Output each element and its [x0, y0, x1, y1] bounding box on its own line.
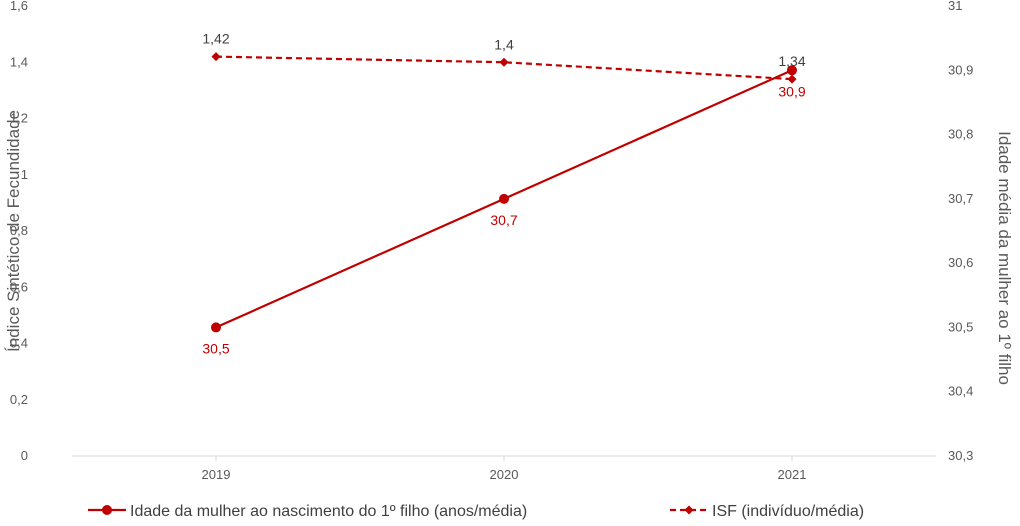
- y-right-axis-title: Idade média da mulher ao 1º filho: [995, 131, 1014, 385]
- y-right-tick-label: 30,3: [948, 448, 973, 463]
- x-tick-label: 2019: [202, 467, 231, 482]
- y-right-tick-label: 30,8: [948, 127, 973, 142]
- y-right-tick-label: 30,7: [948, 191, 973, 206]
- data-labels: 30,5 30,7 30,9 1,42 1,4 1,34: [202, 31, 805, 357]
- data-point-circle: [102, 505, 112, 515]
- y-right-tick-label: 30,4: [948, 384, 973, 399]
- y-left-tick-label: 0,8: [10, 223, 28, 238]
- data-point-circle: [499, 193, 509, 204]
- data-point-circle: [211, 322, 221, 333]
- y-right-tick-label: 30,9: [948, 62, 973, 77]
- y-right-tick-label: 31: [948, 0, 962, 13]
- data-point-diamond: [684, 505, 694, 515]
- y-right-tick-label: 30,5: [948, 319, 973, 334]
- y-left-tick-label: 0,6: [10, 279, 28, 294]
- y-left-tick-label: 0,2: [10, 392, 28, 407]
- data-label: 1,34: [778, 53, 805, 69]
- data-point-diamond: [499, 57, 509, 67]
- data-label: 30,7: [490, 212, 517, 228]
- data-label: 1,42: [202, 31, 229, 47]
- y-left-tick-label: 1,4: [10, 54, 28, 69]
- series-line-isf: [215, 55, 793, 81]
- y-left-tick-label: 0: [21, 448, 28, 463]
- data-label: 30,5: [202, 340, 229, 356]
- legend-label: ISF (indivíduo/média): [712, 503, 864, 520]
- y-right-tick-label: 30,6: [948, 255, 973, 270]
- legend: Idade da mulher ao nascimento do 1º filh…: [88, 503, 864, 520]
- data-label: 30,9: [778, 83, 805, 99]
- data-point-diamond: [787, 74, 797, 84]
- y-left-tick-label: 1,2: [10, 111, 28, 126]
- axes: 2019 2020 2021 0 0,2 0,4 0,6 0,8 1 1,2 1,4 1,6 30,3 3…: [4, 0, 1014, 482]
- y-left-tick-label: 0,4: [10, 336, 28, 351]
- y-left-tick-label: 1,6: [10, 0, 28, 13]
- data-point-diamond: [211, 52, 221, 62]
- data-label: 1,4: [494, 36, 514, 52]
- x-tick-label: 2020: [490, 467, 519, 482]
- y-left-axis-title: Índice Sintético de Fecundidade: [4, 110, 23, 352]
- y-left-tick-label: 1: [21, 167, 28, 182]
- x-tick-label: 2021: [778, 467, 807, 482]
- legend-label: Idade da mulher ao nascimento do 1º filh…: [130, 503, 527, 520]
- series: [211, 52, 797, 333]
